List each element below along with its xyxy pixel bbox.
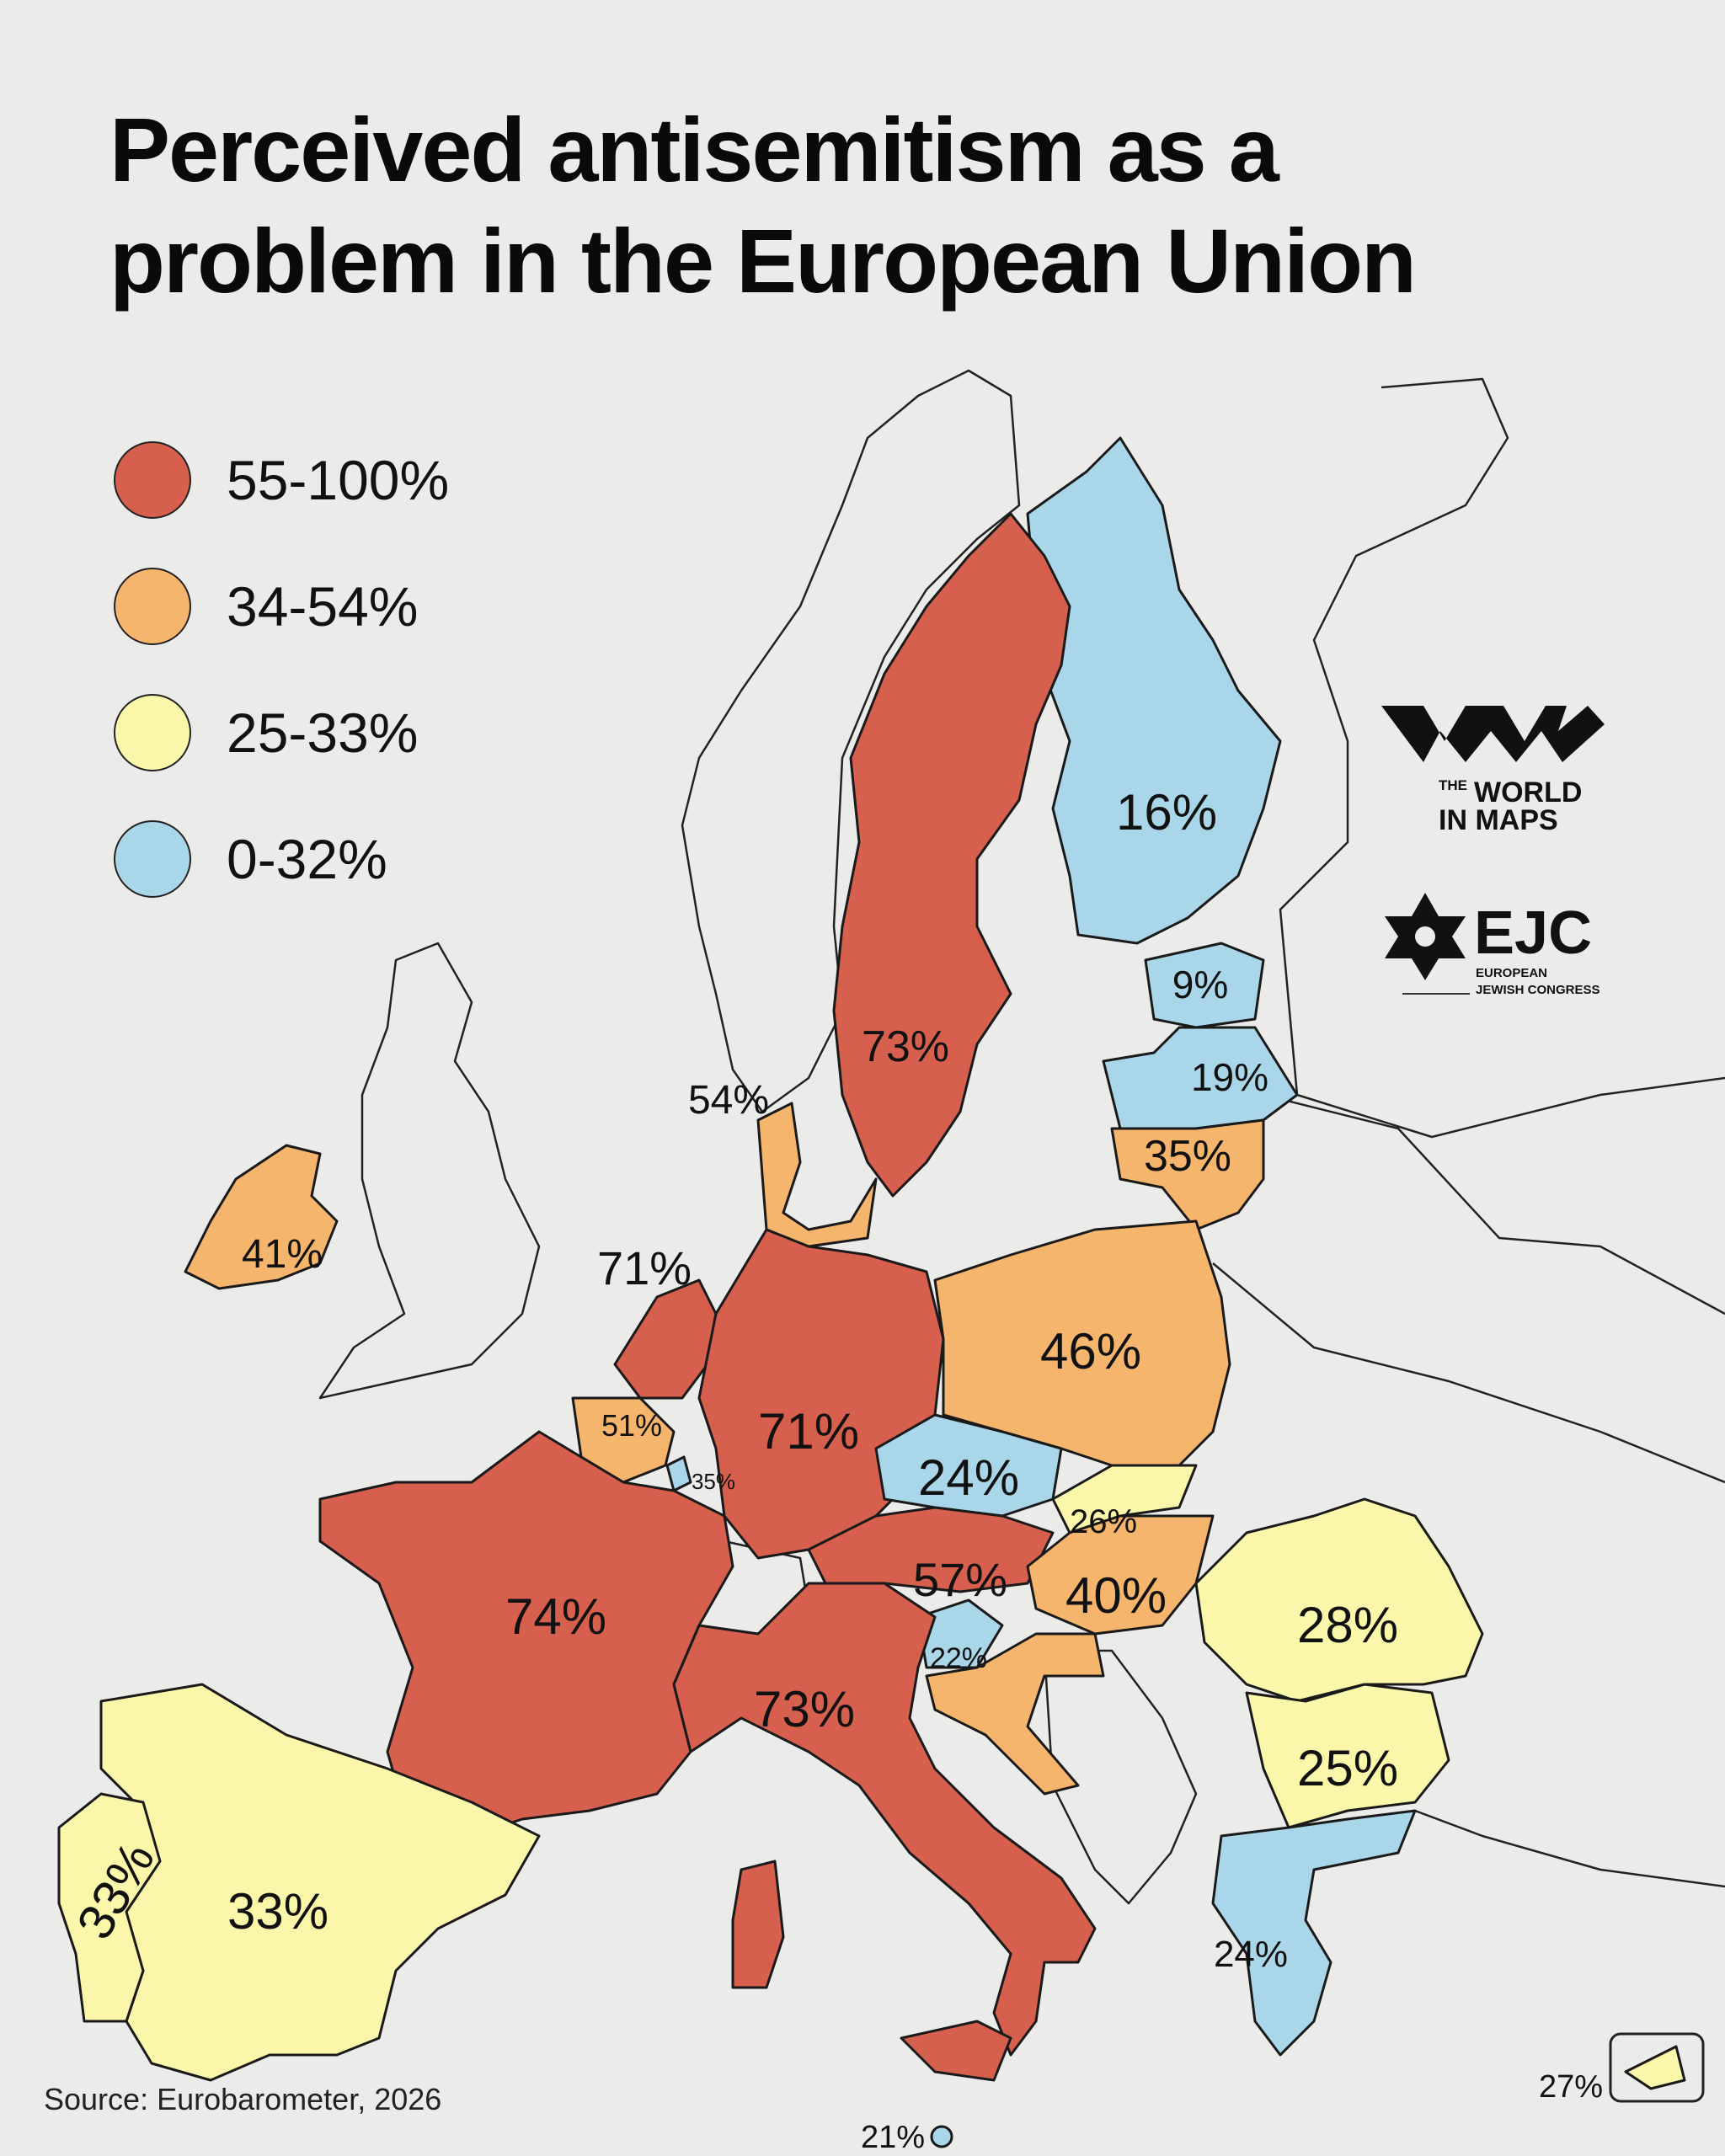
legend-swatch-mid — [114, 568, 191, 645]
ejc-star-center-icon — [1415, 926, 1435, 947]
country-portugal — [57, 1792, 162, 2023]
legend-label-lowest: 0-32% — [227, 828, 387, 890]
ejc-mark-text: EJC — [1474, 899, 1592, 967]
belarus-ukraine-outline — [1212, 1093, 1725, 1484]
country-greece — [1211, 1809, 1417, 2057]
wm-logo-small-text: THE — [1439, 777, 1467, 793]
world-in-maps-logo: THE WORLD IN MAPS — [1381, 706, 1605, 836]
country-lithuania — [1110, 1118, 1265, 1231]
label-austria: 57% — [913, 1553, 1007, 1606]
country-malta — [930, 2125, 953, 2148]
country-luxembourg — [665, 1455, 692, 1492]
legend-item-mid: 34-54% — [114, 543, 449, 670]
country-italy — [672, 1582, 1097, 2057]
country-sardinia — [731, 1860, 785, 1989]
label-sweden: 73% — [862, 1022, 949, 1071]
legend-item-low: 25-33% — [114, 670, 449, 796]
label-luxembourg: 35% — [692, 1469, 735, 1494]
great-britain-outline — [318, 942, 541, 1400]
label-poland: 46% — [1040, 1323, 1141, 1380]
label-netherlands: 71% — [597, 1241, 692, 1294]
label-bulgaria: 25% — [1297, 1740, 1398, 1796]
label-czechia: 24% — [918, 1449, 1019, 1506]
label-hungary: 40% — [1065, 1567, 1167, 1624]
russia-north-outline — [1279, 377, 1725, 1139]
label-malta: 21% — [861, 2120, 925, 2155]
country-france — [318, 1430, 734, 1838]
legend-item-high: 55-100% — [114, 417, 449, 543]
country-cyprus — [1624, 2045, 1686, 2090]
legend-swatch-high — [114, 441, 191, 519]
label-cyprus: 27% — [1539, 2069, 1603, 2105]
legend-item-lowest: 0-32% — [114, 796, 449, 922]
value-labels: 16% 73% 9% 19% 35% 54% 41% 71% 51% 35% 7… — [66, 784, 1603, 2155]
label-slovakia: 26% — [1070, 1503, 1137, 1540]
ejc-line2: JEWISH CONGRESS — [1476, 983, 1600, 997]
wm-logo-mark-icon — [1381, 706, 1605, 762]
ejc-line1: EUROPEAN — [1476, 966, 1547, 980]
wm-logo-line2: IN MAPS — [1439, 804, 1558, 836]
balkans-outline — [1043, 1649, 1198, 1905]
country-netherlands — [613, 1278, 718, 1400]
legend: 55-100% 34-54% 25-33% 0-32% — [114, 417, 449, 922]
title-line-1: Perceived antisemitism as a — [109, 99, 1279, 200]
label-belgium: 51% — [601, 1408, 662, 1443]
label-ireland: 41% — [242, 1232, 323, 1277]
label-latvia: 19% — [1191, 1055, 1268, 1099]
legend-label-mid: 34-54% — [227, 575, 419, 638]
map-title: Perceived antisemitism as a problem in t… — [109, 94, 1676, 317]
country-finland — [1026, 436, 1282, 945]
country-estonia — [1144, 942, 1265, 1029]
label-estonia: 9% — [1172, 963, 1228, 1006]
source-note: Source: Eurobarometer, 2026 — [44, 2082, 442, 2116]
country-ireland — [184, 1144, 339, 1290]
country-croatia — [925, 1632, 1105, 1796]
label-france: 74% — [505, 1588, 606, 1645]
label-greece: 24% — [1214, 1934, 1288, 1975]
label-finland: 16% — [1116, 784, 1217, 841]
title-line-2: problem in the European Union — [109, 210, 1417, 312]
label-germany: 71% — [758, 1403, 859, 1460]
legend-swatch-low — [114, 694, 191, 771]
country-sicily — [900, 2020, 1012, 2082]
country-bulgaria — [1245, 1683, 1450, 1829]
country-germany — [697, 1228, 945, 1560]
country-slovenia — [916, 1598, 1004, 1669]
label-denmark: 54% — [688, 1078, 769, 1123]
label-slovenia: 22% — [930, 1642, 987, 1674]
country-poland — [933, 1219, 1231, 1467]
label-spain: 33% — [227, 1883, 328, 1940]
label-romania: 28% — [1297, 1597, 1398, 1653]
label-lithuania: 35% — [1144, 1132, 1231, 1181]
legend-swatch-lowest — [114, 820, 191, 898]
legend-label-high: 55-100% — [227, 449, 450, 511]
label-italy: 73% — [754, 1681, 855, 1737]
cyprus-inset-frame — [1609, 2032, 1705, 2103]
legend-label-low: 25-33% — [227, 702, 419, 764]
ejc-logo: EJC EUROPEAN JEWISH CONGRESS — [1385, 893, 1600, 997]
country-romania — [1194, 1497, 1484, 1703]
turkey-outline — [1414, 1809, 1725, 1888]
wm-logo-line1: WORLD — [1474, 776, 1582, 808]
eu-countries — [57, 436, 1705, 2148]
country-sweden — [832, 512, 1071, 1198]
